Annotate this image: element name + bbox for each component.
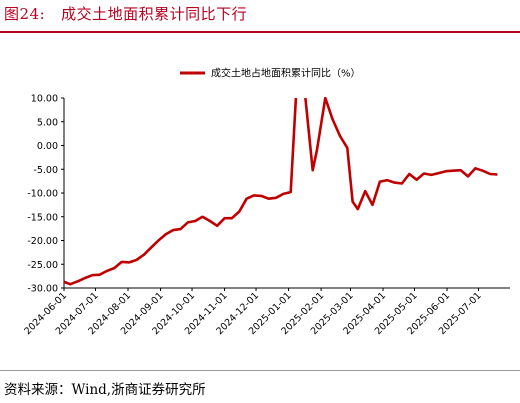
figure-number: 图24: — [4, 5, 46, 23]
y-tick-label: -25.00 — [27, 260, 58, 271]
y-tick-label: -15.00 — [27, 212, 58, 223]
figure-title-text: 成交土地面积累计同比下行 — [61, 5, 248, 23]
y-tick-label: -5.00 — [33, 165, 58, 176]
source-note: 资料来源：Wind,浙商证券研究所 — [4, 382, 206, 398]
legend-label: 成交土地占地面积累计同比（%） — [211, 67, 361, 80]
source-divider — [0, 370, 520, 371]
figure-title: 图24: 成交土地面积累计同比下行 — [4, 3, 247, 24]
y-tick-label: 10.00 — [31, 94, 58, 105]
y-tick-label: 5.00 — [37, 117, 58, 128]
y-tick-label: -30.00 — [27, 284, 58, 295]
series-line — [64, 97, 498, 286]
line-chart: -30.00 -25.00 -20.00 -15.00 -10.00 -5.00 0.00 5… — [22, 67, 510, 337]
y-tick-label: 0.00 — [37, 141, 58, 152]
y-tick-label: -10.00 — [27, 189, 58, 200]
y-tick-label: -20.00 — [27, 236, 58, 247]
title-divider — [0, 31, 520, 33]
